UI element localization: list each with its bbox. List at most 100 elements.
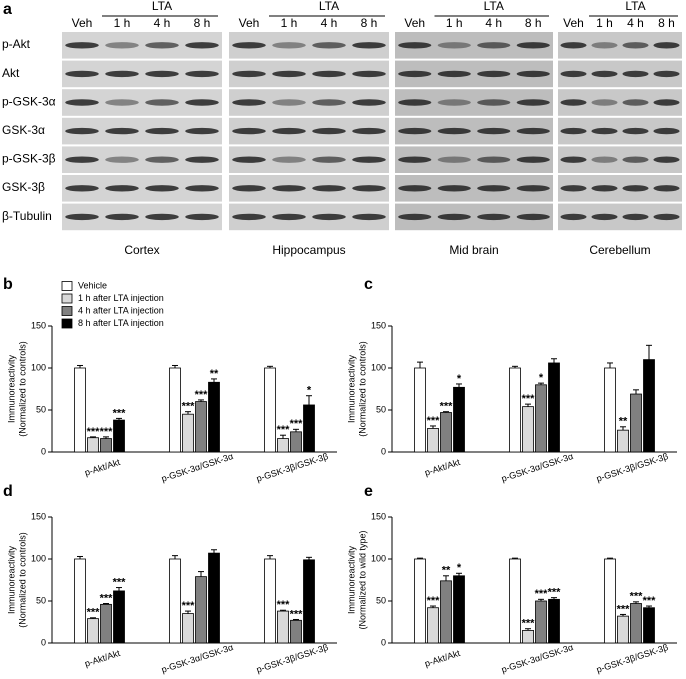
panel-letter: c bbox=[364, 276, 373, 293]
blot-band bbox=[437, 156, 471, 163]
blot-band bbox=[232, 99, 266, 106]
blot-band bbox=[65, 185, 99, 192]
blot-band bbox=[591, 99, 618, 106]
blot-band bbox=[145, 99, 179, 106]
y-tick-label: 50 bbox=[36, 595, 46, 605]
blot-band bbox=[145, 42, 179, 49]
treatment-label: LTA bbox=[484, 0, 504, 13]
significance: *** bbox=[522, 393, 536, 405]
blot-band bbox=[185, 185, 219, 192]
blot-band bbox=[105, 213, 139, 221]
y-tick-label: 100 bbox=[371, 362, 386, 372]
bar bbox=[630, 393, 642, 453]
y-axis-label: Immunoreactivity bbox=[346, 545, 356, 614]
bar bbox=[522, 406, 534, 453]
lane-label: 8 h bbox=[361, 16, 378, 30]
blot-band bbox=[622, 70, 649, 78]
blot-band bbox=[477, 127, 511, 135]
blot-band bbox=[105, 156, 139, 163]
blot-band bbox=[516, 127, 550, 135]
blot-band bbox=[591, 42, 618, 49]
lane-label: 4 h bbox=[485, 16, 502, 30]
y-tick-label: 0 bbox=[41, 446, 46, 456]
bar bbox=[535, 600, 547, 644]
blot-band bbox=[272, 127, 306, 135]
significance: *** bbox=[427, 415, 441, 427]
significance: *** bbox=[630, 591, 644, 603]
x-tick-label: p-GSK-3β/GSK-3β bbox=[255, 642, 329, 675]
blot-band bbox=[105, 42, 139, 49]
blot-band bbox=[516, 156, 550, 163]
blot-band bbox=[145, 185, 179, 192]
blot-band bbox=[312, 70, 346, 78]
blot-band bbox=[105, 185, 139, 192]
blot-band bbox=[437, 213, 471, 221]
blot-band bbox=[653, 99, 680, 106]
bar bbox=[100, 603, 112, 644]
blot-band bbox=[591, 70, 618, 78]
blot-band bbox=[185, 99, 219, 106]
y-tick-label: 100 bbox=[31, 362, 46, 372]
treatment-label: LTA bbox=[152, 0, 172, 13]
blot-band bbox=[232, 156, 266, 163]
significance: *** bbox=[643, 595, 657, 607]
blot-row-label: Akt bbox=[2, 66, 20, 80]
blot-band bbox=[398, 42, 432, 49]
blot-band bbox=[352, 156, 386, 163]
significance: *** bbox=[290, 418, 304, 430]
blot-band bbox=[622, 156, 649, 163]
blot-band bbox=[560, 156, 587, 163]
significance: *** bbox=[522, 618, 536, 630]
blot-band bbox=[477, 156, 511, 163]
blot-band bbox=[232, 42, 266, 49]
bar bbox=[208, 381, 220, 453]
y-tick-label: 150 bbox=[371, 320, 386, 330]
y-tick-label: 100 bbox=[31, 553, 46, 563]
legend-label: Vehicle bbox=[78, 280, 107, 290]
blot-band bbox=[653, 156, 680, 163]
blot-band bbox=[437, 185, 471, 192]
blot-band bbox=[272, 213, 306, 221]
blot-band bbox=[145, 70, 179, 78]
significance: *** bbox=[290, 608, 304, 620]
significance: *** bbox=[100, 426, 114, 438]
y-axis-label: Immunoreactivity bbox=[6, 354, 16, 423]
lane-label: Veh bbox=[404, 16, 425, 30]
blot-band bbox=[398, 99, 432, 106]
blot-band bbox=[65, 70, 99, 78]
blot-band bbox=[352, 213, 386, 221]
bar bbox=[195, 401, 207, 453]
x-tick-label: p-Akt/Akt bbox=[423, 648, 461, 669]
y-axis-label-sub: (Normalized to controls) bbox=[357, 341, 367, 437]
bar bbox=[604, 367, 616, 453]
blot-band bbox=[145, 156, 179, 163]
blot-band bbox=[437, 99, 471, 106]
bar bbox=[169, 558, 181, 644]
blot-band bbox=[437, 70, 471, 78]
bar bbox=[208, 552, 220, 644]
significance: *** bbox=[535, 588, 549, 600]
bar bbox=[414, 558, 426, 644]
blot-band bbox=[232, 70, 266, 78]
y-tick-label: 150 bbox=[31, 320, 46, 330]
legend-swatch bbox=[61, 318, 73, 329]
blot-band bbox=[185, 156, 219, 163]
bar bbox=[617, 429, 629, 453]
blot-band bbox=[653, 70, 680, 78]
y-tick-label: 100 bbox=[371, 553, 386, 563]
bar bbox=[453, 386, 465, 453]
significance: *** bbox=[87, 607, 101, 619]
treatment-label: LTA bbox=[319, 0, 339, 13]
bar bbox=[290, 431, 302, 453]
blot-band bbox=[105, 99, 139, 106]
bar bbox=[113, 590, 125, 644]
significance: *** bbox=[617, 603, 631, 615]
lane-label: Veh bbox=[72, 16, 93, 30]
significance: *** bbox=[182, 401, 196, 413]
bar bbox=[303, 559, 315, 644]
bar bbox=[604, 558, 616, 644]
bar bbox=[453, 575, 465, 644]
bar bbox=[290, 619, 302, 644]
bar bbox=[427, 428, 439, 453]
